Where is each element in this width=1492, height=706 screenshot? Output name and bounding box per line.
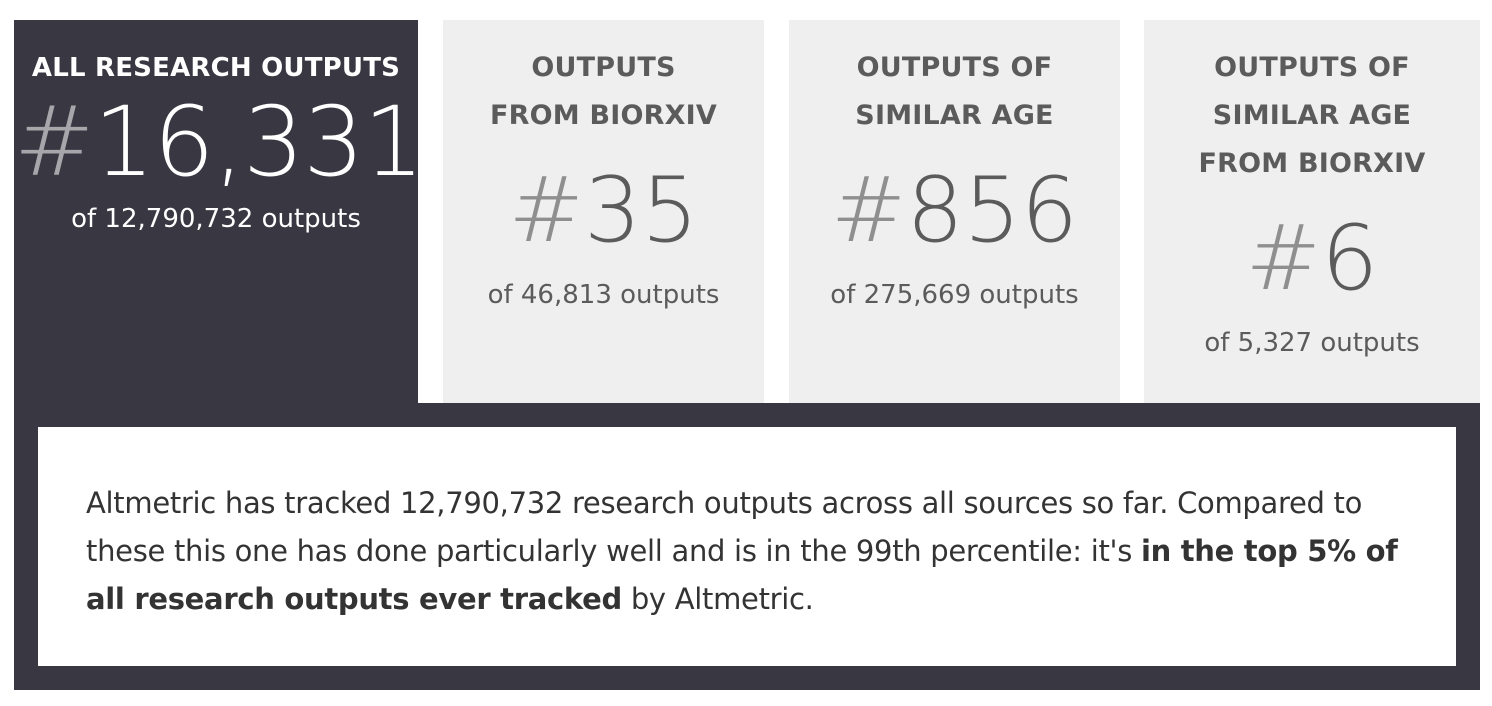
rank-hash: #	[14, 86, 94, 198]
rank-value: #856	[789, 166, 1120, 256]
rank-hash: #	[830, 158, 907, 263]
rank-number: 35	[583, 158, 699, 263]
tab-heading: OUTPUTS FROM BIORXIV	[490, 52, 717, 131]
summary-text-end: by Altmetric.	[621, 582, 814, 616]
rank-value: #6	[1144, 214, 1480, 304]
rank-number: 856	[906, 158, 1079, 263]
rank-total: of 5,327 outputs	[1204, 328, 1420, 358]
tab-outputs-of-similar-age-from-biorxiv[interactable]: OUTPUTS OF SIMILAR AGE FROM BIORXIV #6 o…	[1144, 20, 1480, 403]
tab-heading: OUTPUTS OF SIMILAR AGE FROM BIORXIV	[1198, 52, 1426, 179]
summary-panel: Altmetric has tracked 12,790,732 researc…	[14, 403, 1480, 690]
summary-box: Altmetric has tracked 12,790,732 researc…	[38, 427, 1456, 666]
rank-number: 6	[1321, 206, 1379, 311]
tab-outputs-of-similar-age[interactable]: OUTPUTS OF SIMILAR AGE #856 of 275,669 o…	[789, 20, 1120, 403]
summary-highlight: in the top 5% of all research outputs ev…	[86, 534, 1398, 616]
tab-heading: ALL RESEARCH OUTPUTS	[31, 53, 401, 83]
tab-all-research-outputs[interactable]: ALL RESEARCH OUTPUTS #16,331 of 12,790,7…	[14, 20, 424, 420]
summary-text: Altmetric has tracked 12,790,732 researc…	[86, 486, 1363, 568]
tab-heading: OUTPUTS OF SIMILAR AGE	[855, 52, 1054, 131]
rank-total: of 46,813 outputs	[487, 280, 720, 310]
rank-hash: #	[508, 158, 584, 263]
rank-value: #35	[443, 166, 764, 256]
rank-number: 16,331	[93, 86, 424, 198]
rank-total: of 12,790,732 outputs	[71, 204, 361, 234]
rank-value: #16,331	[14, 94, 424, 190]
score-context-widget: ALL RESEARCH OUTPUTS #16,331 of 12,790,7…	[14, 20, 1480, 690]
tab-outputs-from-biorxiv[interactable]: OUTPUTS FROM BIORXIV #35 of 46,813 outpu…	[443, 20, 764, 403]
rank-hash: #	[1245, 206, 1322, 311]
rank-total: of 275,669 outputs	[830, 280, 1079, 310]
